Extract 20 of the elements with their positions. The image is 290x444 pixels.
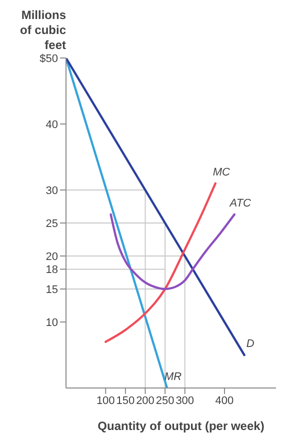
- x-tick-label: 100: [96, 394, 115, 407]
- y-tick-label: 18: [46, 264, 58, 276]
- series-label: ATC: [228, 197, 252, 210]
- y-tick-label: 30: [46, 184, 58, 197]
- y-tick-label: 25: [46, 218, 58, 230]
- x-tick-label: 300: [176, 394, 194, 407]
- y-axis-title: Millions of cubic feet: [18, 8, 66, 53]
- y-tick-label: 20: [46, 250, 58, 263]
- series-label: MR: [164, 371, 182, 383]
- x-tick-label: 400: [215, 394, 234, 407]
- series-label: D: [246, 338, 254, 350]
- x-axis-title: Quantity of output (per week): [98, 419, 264, 433]
- y-tick-label: 15: [46, 284, 58, 296]
- x-tick-label: 250: [156, 394, 174, 407]
- series-label: MC: [212, 166, 230, 178]
- y-tick-label: 40: [46, 118, 58, 131]
- x-tick-label: 200: [136, 394, 154, 407]
- y-tick-label: $50: [40, 52, 58, 65]
- y-tick-label: 10: [46, 316, 58, 329]
- x-tick-label: 150: [116, 394, 135, 407]
